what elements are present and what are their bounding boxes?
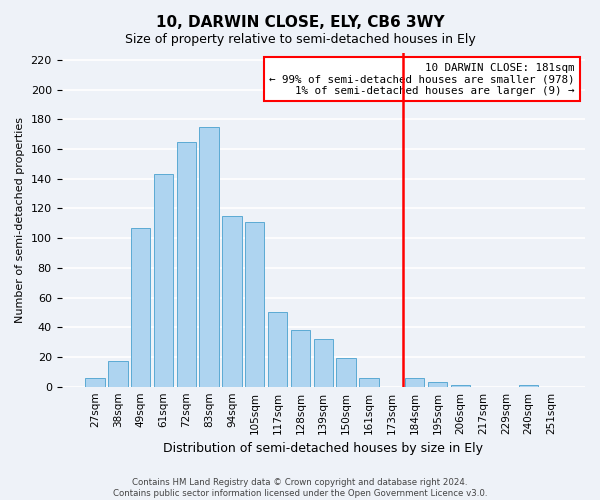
Bar <box>245 222 265 386</box>
Bar <box>428 382 447 386</box>
Text: 10, DARWIN CLOSE, ELY, CB6 3WY: 10, DARWIN CLOSE, ELY, CB6 3WY <box>155 15 445 30</box>
Bar <box>291 330 310 386</box>
Bar <box>519 385 538 386</box>
Bar <box>405 378 424 386</box>
Bar <box>314 339 333 386</box>
Bar <box>85 378 105 386</box>
Text: 10 DARWIN CLOSE: 181sqm
← 99% of semi-detached houses are smaller (978)
1% of se: 10 DARWIN CLOSE: 181sqm ← 99% of semi-de… <box>269 62 575 96</box>
Text: Size of property relative to semi-detached houses in Ely: Size of property relative to semi-detach… <box>125 32 475 46</box>
Bar <box>268 312 287 386</box>
Bar <box>451 385 470 386</box>
Bar <box>222 216 242 386</box>
Bar <box>176 142 196 386</box>
Y-axis label: Number of semi-detached properties: Number of semi-detached properties <box>15 116 25 322</box>
Bar <box>154 174 173 386</box>
Bar <box>131 228 151 386</box>
X-axis label: Distribution of semi-detached houses by size in Ely: Distribution of semi-detached houses by … <box>163 442 483 455</box>
Bar <box>337 358 356 386</box>
Bar <box>199 127 219 386</box>
Text: Contains HM Land Registry data © Crown copyright and database right 2024.
Contai: Contains HM Land Registry data © Crown c… <box>113 478 487 498</box>
Bar <box>359 378 379 386</box>
Bar <box>108 362 128 386</box>
